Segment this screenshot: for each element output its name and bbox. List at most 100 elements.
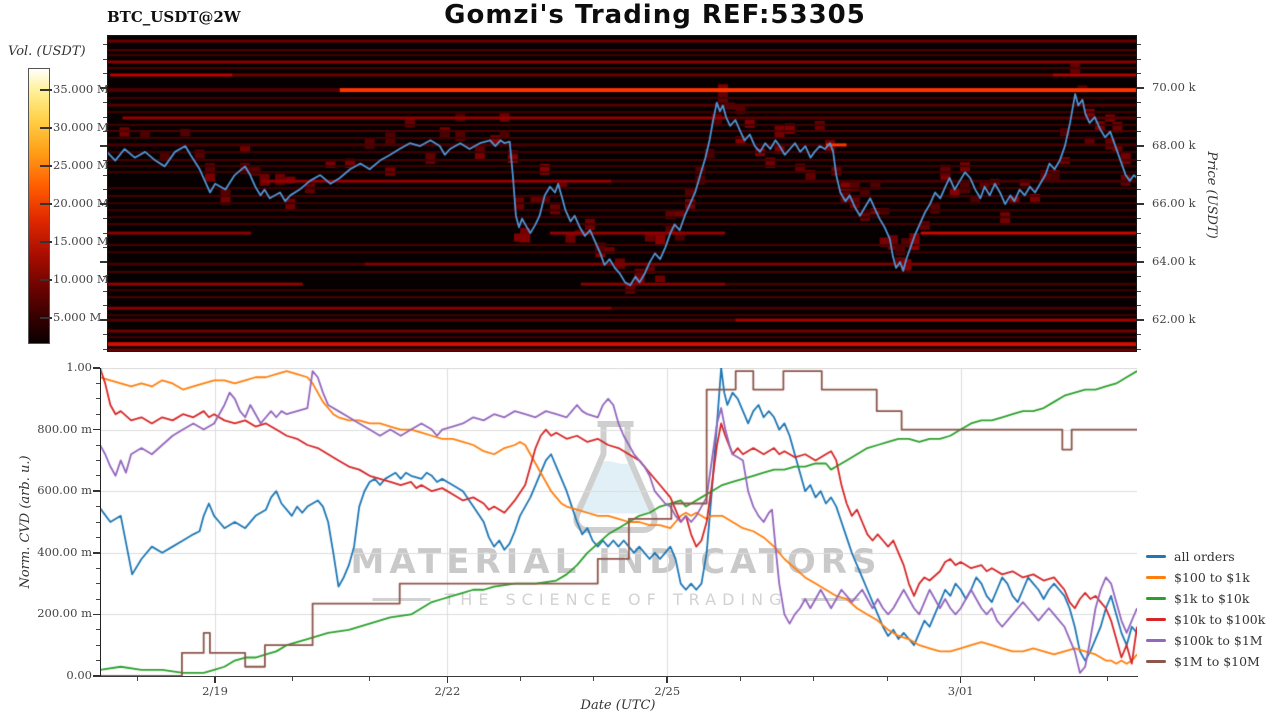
- price-tick-label: 70.00 k: [1152, 80, 1196, 95]
- legend-swatch: [1146, 597, 1166, 600]
- date-axis-label: Date (UTC): [580, 698, 656, 713]
- price-minor-tick-left: [103, 348, 107, 350]
- legend-label: $1M to $10M: [1174, 654, 1260, 669]
- date-minor-tick: [292, 677, 294, 681]
- legend-item: $1k to $10k: [1146, 588, 1265, 609]
- legend-label: $1k to $10k: [1174, 591, 1250, 606]
- cvd-chart-canvas: [100, 368, 1137, 676]
- cvd-axis-label: Norm. CVD (arb. u.): [18, 455, 33, 589]
- legend-label: $10k to $100k: [1174, 612, 1266, 627]
- date-minor-tick: [813, 677, 815, 681]
- price-tick-mark: [1137, 319, 1144, 321]
- legend-item: $100k to $1M: [1146, 630, 1265, 651]
- legend-label: $100k to $1M: [1174, 633, 1263, 648]
- price-minor-tick: [1137, 334, 1141, 336]
- price-tick-label: 64.00 k: [1152, 254, 1196, 269]
- price-minor-tick: [1137, 290, 1141, 292]
- price-minor-tick-left: [103, 232, 107, 234]
- cvd-ytick-label: 1.00: [66, 360, 92, 374]
- price-minor-tick-left: [103, 102, 107, 104]
- cvd-ytick-label: 800.00 m: [37, 421, 92, 436]
- liquidity-heatmap-canvas: [107, 35, 1137, 352]
- colorbar-tick-mark: [40, 241, 52, 243]
- date-minor-tick: [1106, 677, 1108, 681]
- price-tick-label: 62.00 k: [1152, 312, 1196, 327]
- cvd-yminor-tick: [96, 567, 100, 569]
- date-tick-label: 3/01: [947, 684, 974, 698]
- price-tick-mark: [1137, 261, 1144, 263]
- date-tick-mark: [446, 677, 449, 683]
- cvd-yminor-tick: [96, 398, 100, 400]
- symbol-timeframe-label: BTC_USDT@2W: [107, 8, 241, 26]
- colorbar-tick-mark: [40, 89, 52, 91]
- cvd-yminor-tick: [96, 459, 100, 461]
- price-minor-tick-left: [103, 334, 107, 336]
- colorbar-tick-mark: [40, 203, 52, 205]
- date-minor-tick: [886, 677, 888, 681]
- date-minor-tick: [1033, 677, 1035, 681]
- cvd-ytick-mark: [93, 490, 100, 492]
- cvd-ytick-label: 200.00 m: [37, 606, 92, 621]
- price-minor-tick-left: [103, 116, 107, 118]
- cvd-ytick-mark: [93, 367, 100, 369]
- price-minor-tick: [1137, 44, 1141, 46]
- price-minor-tick: [1137, 58, 1141, 60]
- price-minor-tick: [1137, 348, 1141, 350]
- price-tick-mark: [1137, 87, 1144, 89]
- colorbar-label: Vol. (USDT): [8, 44, 86, 59]
- colorbar-tick-mark: [40, 317, 52, 319]
- cvd-yminor-tick: [96, 382, 100, 384]
- price-tick-mark-left: [100, 261, 107, 263]
- price-minor-tick: [1137, 116, 1141, 118]
- price-tick-mark-left: [100, 87, 107, 89]
- price-minor-tick-left: [103, 160, 107, 162]
- date-minor-tick: [740, 677, 742, 681]
- price-minor-tick-left: [103, 44, 107, 46]
- colorbar-tick-label: 15.000 M: [53, 234, 109, 248]
- cvd-yminor-tick: [96, 506, 100, 508]
- colorbar-tick-label: 25.000 M: [53, 158, 109, 173]
- legend: all orders $100 to $1k $1k to $10k $10k to …: [1146, 546, 1265, 672]
- legend-swatch: [1146, 555, 1166, 558]
- price-minor-tick: [1137, 232, 1141, 234]
- price-tick-label: 68.00 k: [1152, 138, 1196, 153]
- price-tick-mark-left: [100, 145, 107, 147]
- date-minor-tick: [593, 677, 595, 681]
- cvd-yminor-tick: [96, 644, 100, 646]
- cvd-yminor-tick: [96, 444, 100, 446]
- price-minor-tick-left: [103, 58, 107, 60]
- price-minor-tick: [1137, 305, 1141, 307]
- legend-swatch: [1146, 660, 1166, 663]
- price-minor-tick-left: [103, 73, 107, 75]
- price-minor-tick: [1137, 131, 1141, 133]
- cvd-yminor-tick: [96, 660, 100, 662]
- price-minor-tick-left: [103, 247, 107, 249]
- colorbar-tick-label: 30.000 M: [53, 120, 109, 135]
- price-minor-tick: [1137, 189, 1141, 191]
- price-minor-tick-left: [103, 305, 107, 307]
- legend-swatch: [1146, 618, 1166, 621]
- date-minor-tick: [369, 677, 371, 681]
- price-tick-mark-left: [100, 203, 107, 205]
- legend-item: $100 to $1k: [1146, 567, 1265, 588]
- colorbar-tick-label: 20.000 M: [53, 196, 109, 210]
- price-tick-mark: [1137, 145, 1144, 147]
- date-tick-mark: [666, 677, 668, 683]
- legend-item: all orders: [1146, 546, 1265, 567]
- date-tick-mark: [214, 677, 216, 683]
- cvd-yminor-tick: [96, 413, 100, 415]
- colorbar-tick-label: 10.000 M: [53, 271, 109, 286]
- price-minor-tick-left: [103, 276, 107, 278]
- date-minor-tick: [520, 677, 522, 681]
- colorbar-tick-mark: [40, 165, 52, 167]
- price-tick-mark: [1137, 203, 1144, 205]
- date-tick-mark: [959, 677, 962, 683]
- cvd-ytick-mark: [93, 552, 100, 554]
- colorbar-tick-label: 5.000 M: [53, 309, 102, 324]
- cvd-ytick-mark: [93, 613, 100, 616]
- price-minor-tick: [1137, 174, 1141, 176]
- date-minor-tick: [137, 677, 139, 681]
- cvd-ytick-mark: [93, 428, 100, 431]
- cvd-yminor-tick: [96, 521, 100, 523]
